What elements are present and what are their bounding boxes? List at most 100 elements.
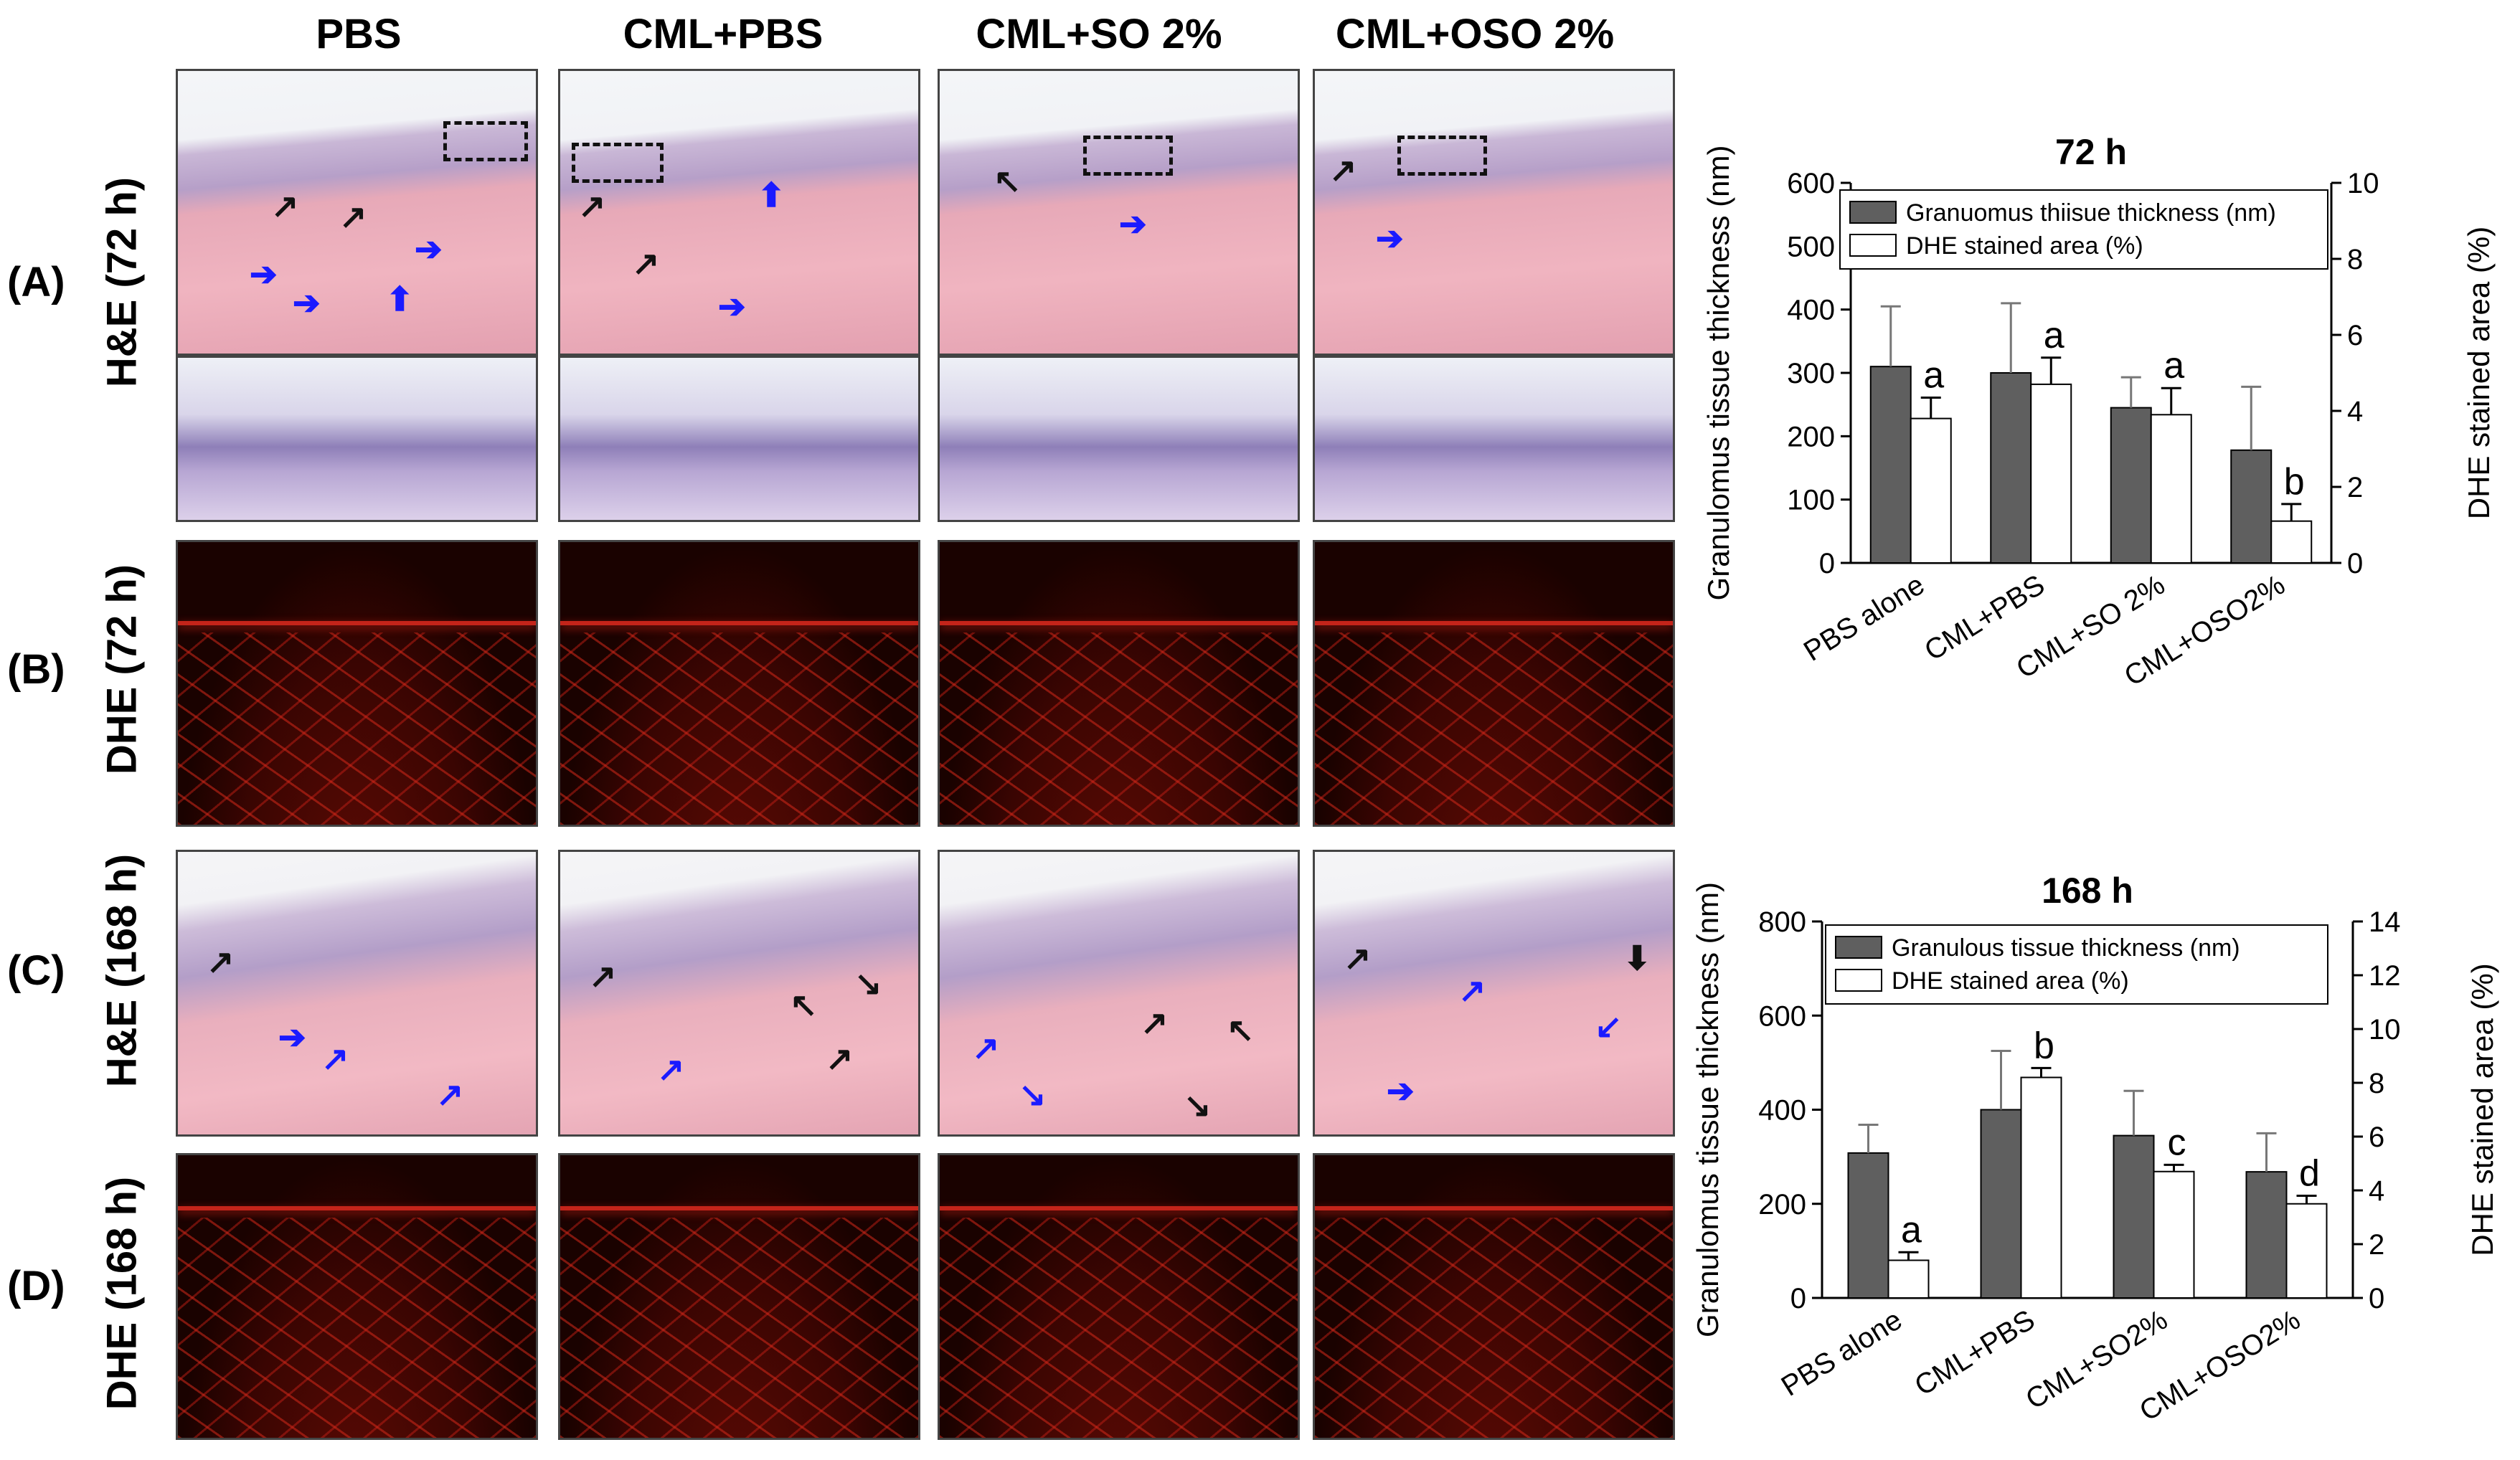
- bar-dhe-area: [2030, 383, 2072, 564]
- bar-thickness: [2113, 1134, 2155, 1299]
- column-header-cml-oso: CML+OSO 2%: [1335, 11, 1615, 57]
- column-header-pbs: PBS: [316, 11, 402, 57]
- bar-dhe-area: [2153, 1170, 2195, 1299]
- blue-arrow-icon: ⬆: [386, 280, 414, 318]
- he-72h-cml-pbs-image: ↗ ↗ ⬆ ➔: [558, 69, 920, 356]
- dhe-168h-cml-oso-image: [1313, 1153, 1675, 1440]
- chart-title: 72 h: [2055, 132, 2127, 172]
- blue-arrow-icon: ↗: [657, 1051, 685, 1088]
- left-tick-label: 100: [1787, 485, 1835, 516]
- blue-arrow-icon: ➔: [1376, 219, 1404, 257]
- left-tick-label: 800: [1758, 906, 1806, 938]
- legend-label-dhe: DHE stained area (%): [1892, 967, 2129, 995]
- left-tick-label: 400: [1787, 295, 1835, 326]
- he-168h-cml-so-image: ↗ ↖ ↘ ↗ ↘: [938, 850, 1300, 1137]
- left-tick-label: 500: [1787, 231, 1835, 262]
- black-arrow-icon: ⬇: [1623, 939, 1651, 977]
- black-arrow-icon: ↗: [632, 245, 660, 282]
- right-tick-label: 6: [2369, 1122, 2384, 1153]
- left-tick-label: 200: [1787, 421, 1835, 452]
- right-tick-label: 0: [2347, 548, 2363, 579]
- significance-letter: c: [2168, 1122, 2186, 1163]
- he-72h-cml-so-image: ↖ ➔: [938, 69, 1300, 356]
- blue-arrow-icon: ↗: [436, 1076, 464, 1113]
- significance-letter: a: [2163, 345, 2184, 387]
- significance-letter: a: [2044, 315, 2064, 356]
- he-72h-pbs-zoom-image: [176, 356, 538, 522]
- left-tick-label: 400: [1758, 1095, 1806, 1127]
- he-72h-cml-so-zoom-image: [938, 356, 1300, 522]
- black-arrow-icon: ↗: [826, 1040, 854, 1077]
- significance-letter: a: [1923, 354, 1944, 396]
- blue-arrow-icon: ↗: [1458, 972, 1486, 1009]
- bar-dhe-area: [2020, 1076, 2062, 1299]
- bar-thickness: [2245, 1171, 2288, 1299]
- blue-arrow-icon: ➔: [278, 1018, 306, 1056]
- black-arrow-icon: ↖: [994, 162, 1021, 199]
- y-axis-title: Granulomus tissue thickness (nm): [1691, 882, 1724, 1337]
- significance-letter: b: [2034, 1025, 2054, 1066]
- right-tick-label: 4: [2347, 396, 2363, 427]
- category-label: CML+PBS: [1910, 1304, 2041, 1402]
- zoom-region-box: [572, 143, 664, 183]
- left-tick-label: 600: [1758, 1000, 1806, 1032]
- black-arrow-icon: ↗: [271, 187, 299, 224]
- bar-thickness: [1847, 1152, 1889, 1299]
- black-arrow-icon: ↗: [589, 957, 617, 995]
- left-tick-label: 600: [1787, 168, 1835, 199]
- blue-arrow-icon: ➔: [250, 255, 278, 293]
- dhe-72h-cml-oso-image: [1313, 540, 1675, 827]
- left-tick-label: 0: [1819, 548, 1835, 579]
- he-168h-pbs-image: ↗ ➔ ↗ ↗: [176, 850, 538, 1137]
- legend-box: [1839, 189, 2328, 270]
- legend-swatch-thickness: [1835, 936, 1882, 959]
- bar-dhe-area: [2270, 520, 2313, 564]
- legend-swatch-dhe: [1835, 969, 1882, 992]
- he-72h-pbs-image: ↗ ↗ ➔ ➔ ➔ ⬆: [176, 69, 538, 356]
- he-168h-cml-pbs-image: ↗ ↖ ↘ ↗ ↗: [558, 850, 920, 1137]
- he-72h-cml-oso-zoom-image: [1313, 356, 1675, 522]
- blue-arrow-icon: ➔: [1387, 1072, 1415, 1109]
- right-tick-label: 8: [2347, 244, 2363, 275]
- dhe-168h-cml-so-image: [938, 1153, 1300, 1440]
- bar-thickness: [1869, 366, 1912, 564]
- chart-168h: 168 h 0 200 400 600 800 0 2 4 6 8 10 12 14 Granulomus …: [1691, 871, 2499, 1428]
- he-72h-cml-pbs-zoom-image: [558, 356, 920, 522]
- row-code-d: (D): [7, 1263, 65, 1309]
- right-tick-label: 2: [2347, 472, 2363, 503]
- right-tick-label: 0: [2369, 1283, 2384, 1314]
- legend-label-dhe: DHE stained area (%): [1906, 232, 2143, 260]
- black-arrow-icon: ↗: [339, 198, 367, 235]
- significance-letter: a: [1901, 1209, 1922, 1251]
- right-tick-label: 12: [2369, 960, 2401, 992]
- y2-axis-title: DHE stained area (%): [2465, 963, 2499, 1256]
- right-tick-label: 4: [2369, 1175, 2384, 1207]
- blue-arrow-icon: ➔: [293, 284, 321, 321]
- chart-72h: 72 h 0 100 200 300 400 500 600 0 2 4 6 8 10 Granulomus…: [1702, 132, 2496, 693]
- blue-arrow-icon: ↗: [972, 1029, 1000, 1066]
- blue-arrow-icon: ↙: [1595, 1008, 1623, 1045]
- dhe-168h-cml-pbs-image: [558, 1153, 920, 1440]
- row-code-a: (A): [7, 259, 65, 305]
- bar-dhe-area: [2285, 1203, 2328, 1299]
- right-tick-label: 14: [2369, 906, 2401, 938]
- category-label: PBS alone: [1776, 1304, 1908, 1402]
- column-header-cml-so: CML+SO 2%: [976, 11, 1222, 57]
- column-header-cml-pbs: CML+PBS: [623, 11, 824, 57]
- black-arrow-icon: ↖: [1227, 1011, 1255, 1048]
- blue-arrow-icon: ↘: [1019, 1076, 1047, 1113]
- blue-arrow-icon: ➔: [1119, 205, 1147, 242]
- right-tick-label: 6: [2347, 320, 2363, 351]
- zoom-region-box: [1397, 136, 1487, 176]
- dhe-72h-cml-pbs-image: [558, 540, 920, 827]
- he-72h-cml-oso-image: ↗ ➔: [1313, 69, 1675, 356]
- black-arrow-icon: ↗: [207, 943, 235, 980]
- left-tick-label: 300: [1787, 358, 1835, 389]
- bar-dhe-area: [1887, 1259, 1930, 1299]
- right-tick-label: 2: [2369, 1229, 2384, 1261]
- right-tick-label: 10: [2369, 1014, 2401, 1046]
- bar-thickness: [2230, 449, 2273, 564]
- bar-thickness: [2110, 407, 2152, 564]
- row-code-c: (C): [7, 947, 65, 994]
- blue-arrow-icon: ➔: [718, 288, 746, 325]
